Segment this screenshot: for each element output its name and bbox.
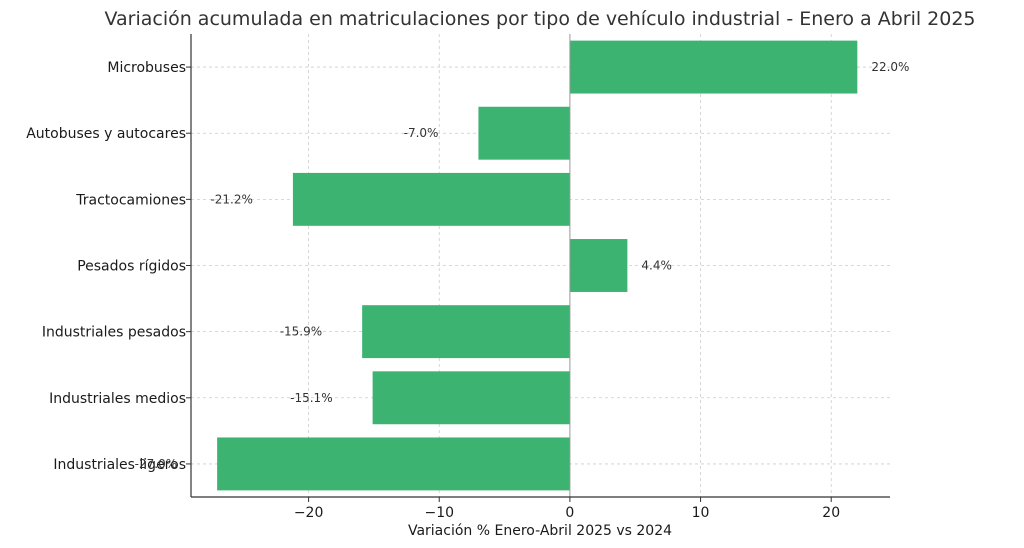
x-tick-label: −10	[424, 505, 454, 521]
data-label: 4.4%	[641, 259, 672, 273]
bar-4	[362, 305, 570, 359]
data-label: -15.1%	[290, 391, 332, 405]
data-label: -27.0%	[135, 457, 177, 471]
data-label: 22.0%	[871, 60, 909, 74]
category-label: Pesados rígidos	[77, 259, 186, 275]
x-tick-label: 10	[692, 505, 710, 521]
x-axis-title: Variación % Enero-Abril 2025 vs 2024	[408, 523, 672, 539]
bar-0	[569, 40, 858, 94]
grid-layer	[191, 34, 890, 497]
category-label: Tractocamiones	[75, 192, 186, 208]
category-label: Industriales pesados	[42, 325, 186, 341]
data-label: -15.9%	[280, 325, 322, 339]
data-label: -21.2%	[210, 192, 252, 206]
category-label: Autobuses y autocares	[26, 126, 186, 142]
x-tick-label: 20	[822, 505, 840, 521]
bar-2	[292, 172, 570, 226]
x-tick-label: 0	[565, 505, 574, 521]
category-label: Industriales medios	[49, 391, 186, 407]
axes-layer	[186, 34, 890, 502]
labels-layer: −20 −10 0 10 20 Microbuses Autobuses y autocar…	[26, 60, 909, 521]
bar-5	[372, 371, 570, 425]
bar-3	[569, 239, 628, 292]
x-tick-label: −20	[294, 505, 324, 521]
data-label: -7.0%	[404, 126, 439, 140]
bars-layer	[217, 40, 858, 491]
bar-1	[478, 106, 570, 160]
chart-title: Variación acumulada en matriculaciones p…	[104, 8, 975, 30]
category-label: Microbuses	[107, 60, 186, 76]
category-label: Industriales ligeros	[53, 457, 186, 473]
bar-6	[217, 437, 570, 491]
